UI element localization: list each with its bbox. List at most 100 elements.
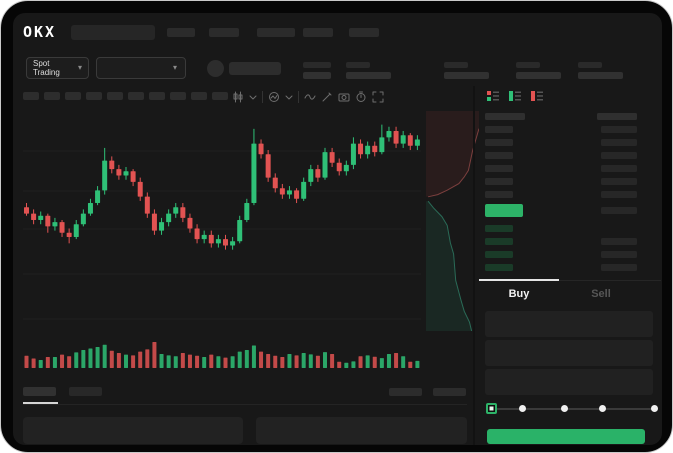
bottom-tab-placeholder-active[interactable] [23, 387, 56, 396]
book-asks-icon[interactable] [531, 90, 543, 102]
ask-price-bar[interactable] [485, 178, 513, 185]
depth-chart [426, 111, 479, 331]
trade-tabs-divider [479, 280, 661, 281]
slider-tick[interactable] [599, 405, 606, 412]
chevron-down-icon[interactable] [285, 91, 293, 103]
order-field-placeholder[interactable] [485, 369, 653, 395]
chevron-down-icon: ▾ [172, 63, 177, 72]
book-combined-icon[interactable] [487, 90, 499, 102]
pair-avatar [207, 60, 224, 77]
bottom-panel-right [256, 417, 467, 444]
fullscreen-icon[interactable] [372, 91, 384, 103]
ticker-placeholder [71, 25, 155, 40]
orderbook-header-amount [597, 113, 637, 120]
ask-amount-bar [601, 191, 637, 198]
stat-value-placeholder [444, 72, 489, 79]
stat-label-placeholder [346, 62, 370, 68]
ask-price-bar[interactable] [485, 152, 513, 159]
stat-value-placeholder [346, 72, 391, 79]
ask-price-bar[interactable] [485, 191, 513, 198]
bid-price-bar[interactable] [485, 225, 513, 232]
timeframe-button-placeholder[interactable] [212, 92, 228, 100]
order-field-placeholder[interactable] [485, 311, 653, 337]
timeframe-button-placeholder[interactable] [107, 92, 123, 100]
orderbook-header-price [485, 113, 525, 120]
ask-price-bar[interactable] [485, 139, 513, 146]
bottom-action-placeholder[interactable] [433, 388, 466, 396]
pair-selector-dropdown[interactable]: ▾ [96, 57, 186, 79]
amount-slider-track[interactable] [491, 408, 654, 410]
market-type-label: Spot Trading [33, 59, 60, 77]
chevron-down-icon[interactable] [249, 91, 257, 103]
ask-amount-bar [601, 152, 637, 159]
okx-logo: OKX [23, 23, 57, 41]
nav-item-placeholder[interactable] [349, 28, 379, 37]
candlestick-chart[interactable] [23, 111, 421, 331]
ask-amount-bar [601, 178, 637, 185]
nav-item-placeholder[interactable] [209, 28, 239, 37]
bottom-panel-left [23, 417, 243, 444]
buy-tab-indicator [479, 279, 559, 281]
toolbar-divider [262, 91, 263, 103]
chart-tools [232, 91, 384, 103]
amount-bar [601, 207, 637, 214]
line-tool-icon[interactable] [304, 91, 316, 103]
bid-price-bar[interactable] [485, 264, 513, 271]
stat-value-placeholder [516, 72, 561, 79]
bid-amount-bar [601, 264, 637, 271]
stat-value-placeholder [303, 72, 331, 79]
slider-tick[interactable] [561, 405, 568, 412]
nav-item-placeholder[interactable] [303, 28, 333, 37]
camera-icon[interactable] [338, 91, 350, 103]
chart-type-icon[interactable] [232, 91, 244, 103]
bid-price-bar[interactable] [485, 251, 513, 258]
stat-label-placeholder [444, 62, 468, 68]
nav-item-placeholder[interactable] [257, 28, 295, 37]
ask-price-bar[interactable] [485, 126, 513, 133]
timeframe-button-placeholder[interactable] [86, 92, 102, 100]
slider-tick[interactable] [651, 405, 658, 412]
orderbook-last-price[interactable] [485, 204, 523, 217]
timeframe-button-placeholder[interactable] [23, 92, 39, 100]
slider-handle[interactable] [486, 403, 497, 414]
book-bids-icon[interactable] [509, 90, 521, 102]
stat-value-placeholder [578, 72, 623, 79]
chevron-down-icon: ▾ [77, 63, 82, 72]
volume-chart[interactable] [23, 339, 421, 368]
timeframe-button-placeholder[interactable] [65, 92, 81, 100]
bid-amount-bar [601, 238, 637, 245]
timer-icon[interactable] [355, 91, 367, 103]
market-type-selector[interactable]: Spot Trading ▾ [26, 57, 89, 79]
toolbar-divider [298, 91, 299, 103]
tab-buy[interactable]: Buy [508, 288, 530, 300]
timeframe-button-placeholder[interactable] [170, 92, 186, 100]
slider-tick[interactable] [519, 405, 526, 412]
stat-label-placeholder [516, 62, 540, 68]
bottom-tab-active-indicator [23, 402, 58, 404]
timeframe-button-placeholder[interactable] [149, 92, 165, 100]
stat-label-placeholder [303, 62, 331, 68]
orderbook-view-toggles [487, 90, 543, 102]
timeframe-button-placeholder[interactable] [44, 92, 60, 100]
tab-sell[interactable]: Sell [591, 288, 611, 300]
bid-amount-bar [601, 251, 637, 258]
bottom-tab-placeholder[interactable] [69, 387, 102, 396]
ask-amount-bar [601, 126, 637, 133]
bottom-action-placeholder[interactable] [389, 388, 422, 396]
pair-name-placeholder [229, 62, 281, 75]
order-field-placeholder[interactable] [485, 340, 653, 366]
buy-submit-button[interactable] [487, 429, 645, 444]
bid-price-bar[interactable] [485, 238, 513, 245]
bottom-tabs-divider [23, 404, 467, 405]
ask-amount-bar [601, 165, 637, 172]
ask-price-bar[interactable] [485, 165, 513, 172]
draw-tool-icon[interactable] [321, 91, 333, 103]
timeframe-button-placeholder[interactable] [191, 92, 207, 100]
ask-amount-bar [601, 139, 637, 146]
indicators-icon[interactable] [268, 91, 280, 103]
stat-label-placeholder [578, 62, 602, 68]
panel-divider [473, 86, 475, 445]
timeframe-button-placeholder[interactable] [128, 92, 144, 100]
nav-item-placeholder[interactable] [167, 28, 195, 37]
